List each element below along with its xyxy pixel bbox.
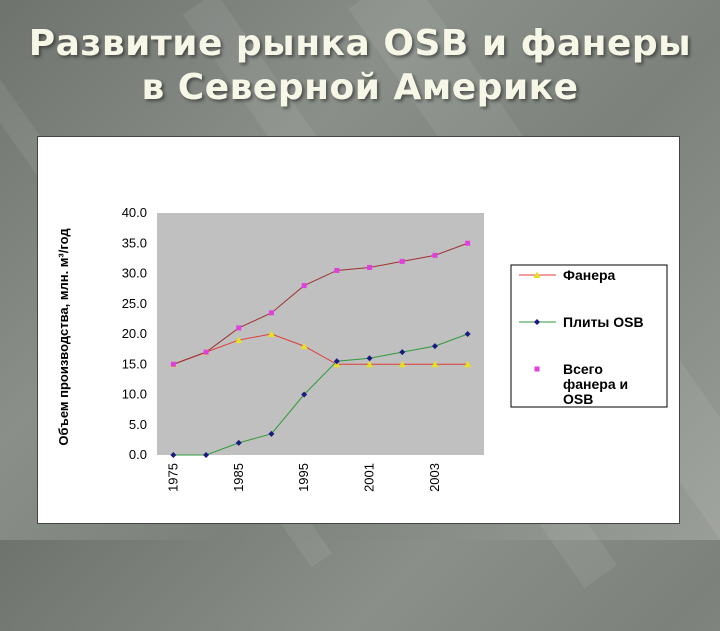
data-point-series-1 bbox=[398, 360, 406, 368]
x-tick-label: 1995 bbox=[296, 463, 311, 492]
data-point-series-1 bbox=[366, 360, 374, 368]
data-point-series-1 bbox=[431, 360, 439, 368]
data-point-series-2 bbox=[431, 343, 438, 350]
data-point-series-2 bbox=[333, 358, 340, 365]
x-axis: 1975 1985 1995 2001 2003 bbox=[165, 463, 442, 492]
y-tick-label: 0.0 bbox=[129, 447, 147, 462]
data-point-series-1 bbox=[235, 336, 243, 344]
data-point-series-1 bbox=[267, 330, 275, 337]
data-point-series-2 bbox=[399, 349, 406, 356]
series-line-1 bbox=[173, 333, 468, 365]
y-tick-label: 10.0 bbox=[122, 387, 147, 402]
y-axis: 0.0 5.0 10.0 15.0 20.0 25.0 30.0 35.0 40.0 bbox=[122, 205, 147, 462]
data-point-series-3 bbox=[367, 264, 373, 270]
data-point-series-2 bbox=[170, 452, 177, 458]
series-layer bbox=[169, 240, 472, 458]
legend-label: OSB bbox=[563, 391, 593, 407]
data-point-series-3 bbox=[236, 325, 242, 331]
slide-title-line-1: Развитие рынка OSB и фанеры bbox=[28, 23, 692, 64]
legend-label: Фанера bbox=[563, 267, 616, 283]
data-point-series-3 bbox=[170, 361, 176, 367]
data-point-series-2 bbox=[203, 452, 210, 458]
y-tick-label: 25.0 bbox=[122, 296, 147, 311]
chart-panel: 0.0 5.0 10.0 15.0 20.0 25.0 30.0 35.0 40.0 1975 1… bbox=[37, 136, 680, 524]
data-point-series-2 bbox=[464, 331, 471, 337]
y-tick-label: 20.0 bbox=[122, 326, 147, 341]
y-tick-label: 30.0 bbox=[122, 266, 147, 281]
data-point-series-2 bbox=[301, 391, 308, 398]
data-point-series-3 bbox=[399, 258, 405, 264]
legend-marker-2 bbox=[534, 319, 540, 325]
legend-box bbox=[510, 264, 668, 408]
y-tick-label: 40.0 bbox=[122, 205, 147, 220]
y-tick-label: 5.0 bbox=[129, 417, 147, 432]
legend-marker-1 bbox=[533, 271, 541, 278]
series-line-3 bbox=[173, 242, 468, 365]
x-tick-label: 1985 bbox=[231, 463, 246, 492]
data-point-series-2 bbox=[366, 355, 373, 362]
data-point-series-3 bbox=[334, 267, 340, 273]
x-tick-label: 1975 bbox=[165, 463, 180, 492]
x-tick-label: 2003 bbox=[427, 463, 442, 492]
data-point-series-3 bbox=[432, 252, 438, 258]
y-tick-label: 35.0 bbox=[122, 235, 147, 250]
slide-title-line-2: в Северной Америке bbox=[141, 67, 579, 108]
legend-label: фанера и bbox=[563, 376, 628, 392]
series-line-2 bbox=[173, 333, 468, 456]
y-axis-label: Объем производства, млн. м³/год bbox=[56, 228, 71, 446]
plot-area bbox=[157, 213, 484, 455]
line-chart: 0.05.010.015.020.025.030.035.040.0 1975 1… bbox=[56, 205, 668, 492]
legend-label: Всего bbox=[563, 361, 603, 377]
data-point-series-3 bbox=[301, 283, 307, 289]
data-point-series-3 bbox=[203, 349, 209, 355]
legend-marker-3 bbox=[534, 366, 540, 372]
slide-title: Развитие рынка OSB и фанеры в Северной А… bbox=[0, 22, 720, 110]
x-tick-label: 2001 bbox=[362, 463, 377, 492]
data-point-series-1 bbox=[464, 360, 472, 368]
data-point-series-2 bbox=[235, 439, 242, 446]
legend-label: Плиты OSB bbox=[563, 314, 644, 330]
data-point-series-3 bbox=[465, 240, 471, 246]
y-tick-label: 15.0 bbox=[122, 356, 147, 371]
data-point-series-2 bbox=[268, 430, 275, 437]
data-point-series-3 bbox=[268, 310, 274, 316]
data-point-series-1 bbox=[300, 342, 308, 350]
